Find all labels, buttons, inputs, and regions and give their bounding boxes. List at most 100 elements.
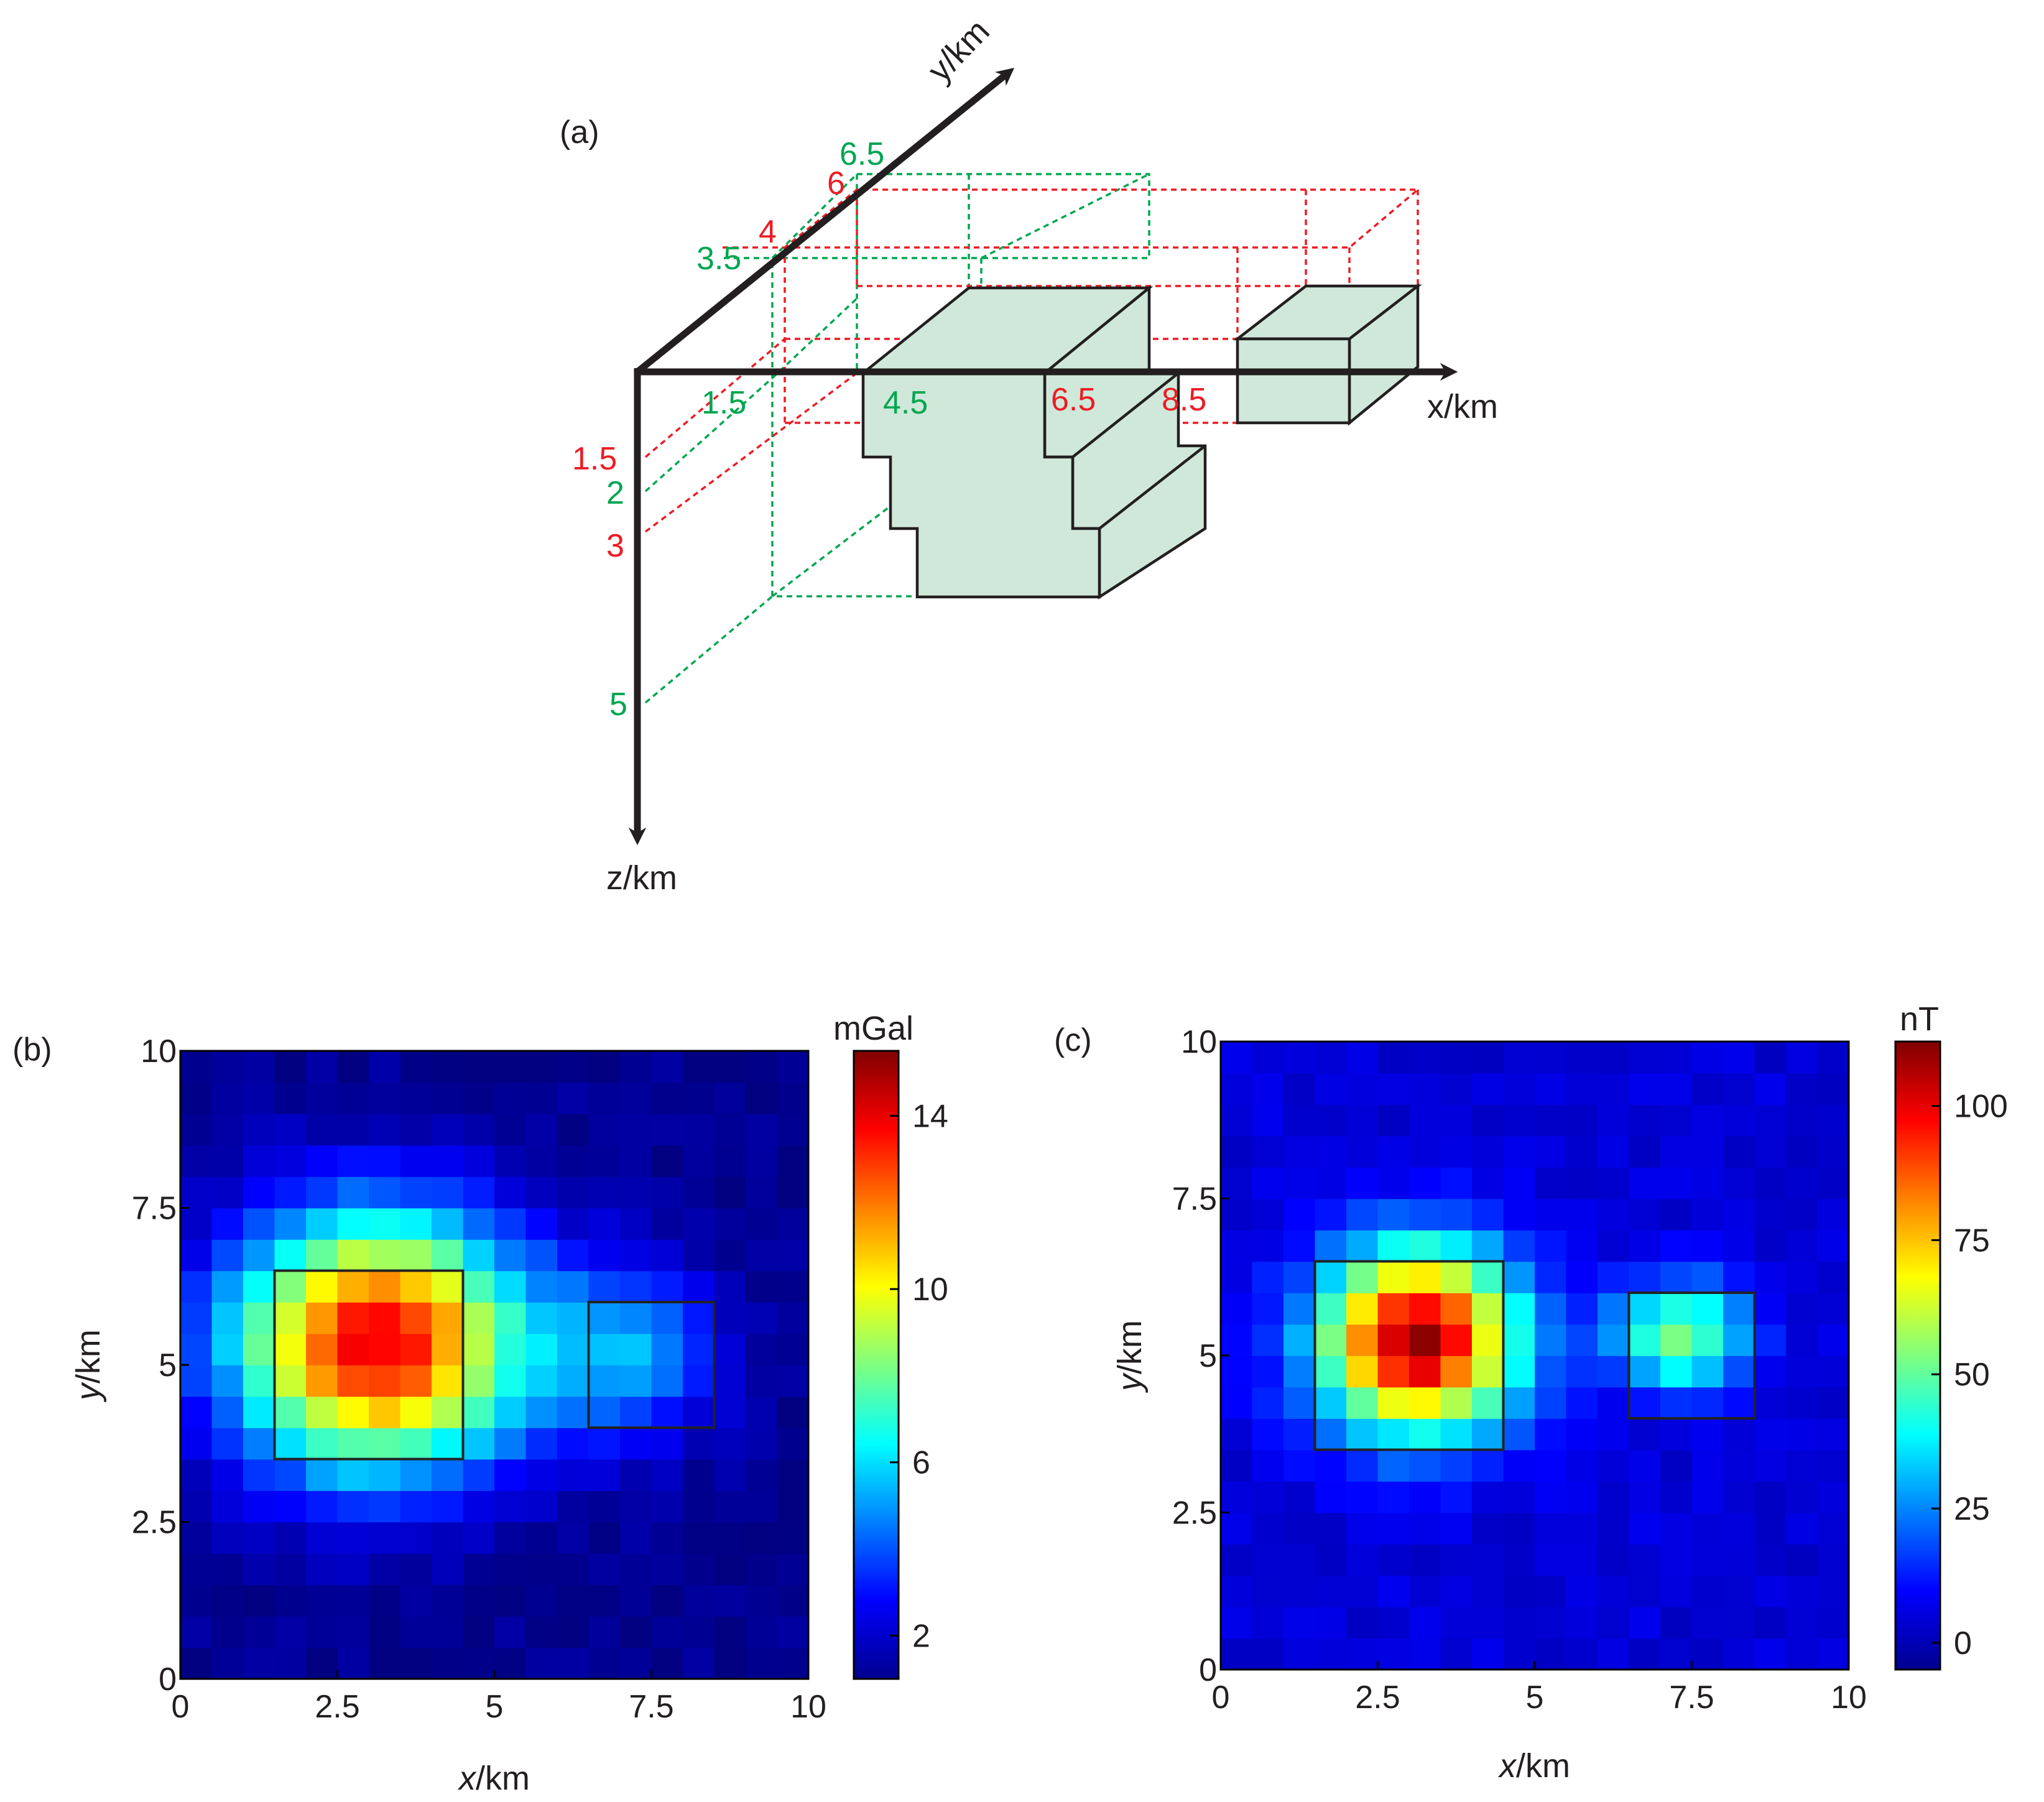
heatmap-cell [180, 1584, 213, 1617]
heatmap-cell [1221, 1544, 1253, 1576]
heatmap-cell [1409, 1638, 1441, 1670]
heatmap-cell [1566, 1042, 1598, 1074]
heatmap-cell [1817, 1167, 1849, 1199]
heatmap-cell [620, 1616, 652, 1648]
heatmap-cell [557, 1647, 590, 1680]
heatmap-cell [1566, 1449, 1598, 1482]
heatmap-cell [1346, 1449, 1379, 1482]
heatmap-cell [1472, 1198, 1504, 1231]
heatmap-cell [494, 1114, 527, 1146]
heatmap-cell [557, 1082, 590, 1114]
heatmap-cell [1252, 1449, 1284, 1482]
heatmap-cell [1440, 1073, 1473, 1105]
heatmap-cell [1346, 1512, 1379, 1545]
heatmap-cell [557, 1584, 590, 1617]
heatmap-cell [1221, 1481, 1253, 1513]
heatmap-cell [1786, 1261, 1818, 1293]
heatmap-cell [463, 1302, 495, 1334]
heatmap-cell [1691, 1167, 1724, 1199]
heatmap-cell [1754, 1198, 1787, 1231]
heatmap-cell [1315, 1293, 1347, 1325]
heatmap-cell [400, 1145, 432, 1177]
heatmap-cell [1440, 1512, 1473, 1545]
heatmap-cell [557, 1522, 590, 1554]
heatmap-cell [1472, 1167, 1504, 1199]
heatmap-cell [211, 1396, 244, 1428]
heatmap-cell [1440, 1638, 1473, 1670]
heatmap-cell [463, 1114, 495, 1146]
heatmap-cell [337, 1145, 369, 1177]
heatmap-cell [1629, 1135, 1661, 1168]
heatmap-cell [180, 1428, 213, 1460]
heatmap-cell [1817, 1638, 1849, 1670]
heatmap-cell [620, 1584, 652, 1617]
heatmap-cell [1723, 1261, 1755, 1293]
heatmap-cell [400, 1270, 432, 1303]
heatmap-cell [274, 1176, 307, 1209]
heatmap-cell [243, 1616, 275, 1648]
heatmap-cell [620, 1208, 652, 1240]
heatmap-cell [714, 1239, 746, 1272]
heatmap-cell [400, 1490, 432, 1523]
heatmap-cell [1346, 1481, 1379, 1513]
heatmap-cell [714, 1553, 746, 1586]
heatmap-cell [306, 1584, 338, 1617]
heatmap-cell [369, 1428, 401, 1460]
heatmap-cell [274, 1553, 307, 1586]
x-axis-label-b: x/km [457, 1760, 530, 1797]
heatmap-cell [274, 1082, 307, 1114]
heatmap-cell [1503, 1418, 1535, 1451]
heatmap-cell [1440, 1607, 1473, 1639]
heatmap-cell [1283, 1607, 1316, 1639]
colorbar-tick-label: 50 [1954, 1357, 1990, 1393]
heatmap-cell [400, 1239, 432, 1272]
heatmap-cell [180, 1051, 213, 1083]
heatmap-cell [777, 1051, 809, 1083]
heatmap-cell [369, 1553, 401, 1586]
heatmap-cell [1409, 1418, 1441, 1451]
heatmap-cell [588, 1616, 621, 1648]
heatmap-cell [1346, 1135, 1379, 1168]
axes-3d [628, 68, 1458, 846]
heatmap-cell [683, 1176, 715, 1209]
heatmap-cell [1315, 1387, 1347, 1419]
heatmap-cell [494, 1459, 527, 1491]
heatmap-cell [1691, 1512, 1724, 1545]
heatmap-cell [243, 1270, 275, 1303]
heatmap-cell [651, 1647, 683, 1680]
heatmap-cell [1472, 1324, 1504, 1356]
heatmap-cell [1566, 1607, 1598, 1639]
heatmap-cell [274, 1051, 307, 1083]
heatmap-cell [369, 1459, 401, 1491]
x-tick-label: 5 [1526, 1680, 1544, 1716]
heatmap-cell [1409, 1293, 1441, 1325]
colorbar-b [853, 1050, 900, 1680]
heatmap-cell [211, 1584, 244, 1617]
heatmap-cell [463, 1459, 495, 1491]
heatmap-cell [777, 1114, 809, 1146]
heatmap-cell [620, 1333, 652, 1365]
heatmap-cell [1283, 1481, 1316, 1513]
heatmap-cell [1691, 1387, 1724, 1419]
heatmap-cell [777, 1490, 809, 1523]
heatmap-cell [1629, 1449, 1661, 1482]
heatmap-cell [1723, 1481, 1755, 1513]
heatmap-cell [432, 1396, 464, 1428]
heatmap-cell [1598, 1638, 1630, 1670]
heatmap-cell [557, 1616, 590, 1648]
heatmap-cell [180, 1616, 213, 1648]
heatmap-cell [557, 1428, 590, 1460]
y-tick-label: 5 [1199, 1338, 1217, 1374]
x-tick-label: 2.5 [315, 1689, 359, 1725]
heatmap-cell [588, 1333, 621, 1365]
heatmap-cell [1252, 1042, 1284, 1074]
heatmap-cell [1723, 1449, 1755, 1482]
heatmap-cell [1503, 1198, 1535, 1231]
heatmap-cell [683, 1522, 715, 1554]
heatmap-cell [714, 1176, 746, 1209]
heatmap-cell [1503, 1104, 1535, 1137]
heatmap-cell [1691, 1544, 1724, 1576]
heatmap-cell [337, 1428, 369, 1460]
heatmap-cell [1283, 1261, 1316, 1293]
label-x-8-5: 8.5 [1162, 382, 1206, 418]
